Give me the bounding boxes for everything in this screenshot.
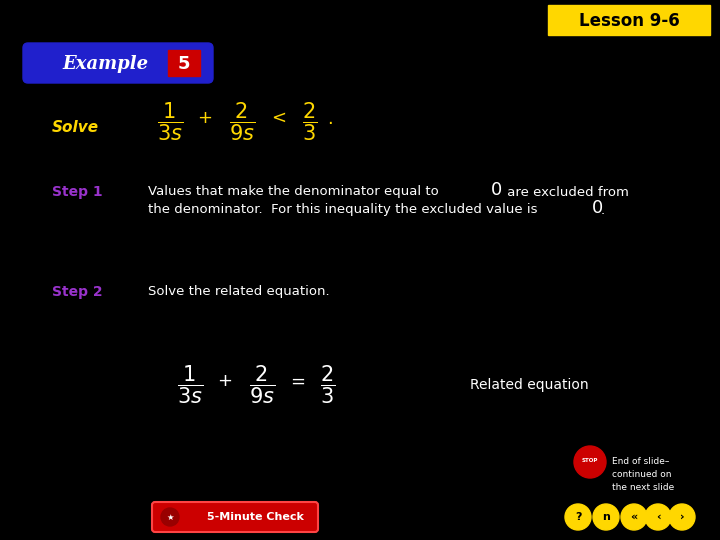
Text: $\dfrac{2}{3}$: $\dfrac{2}{3}$ — [302, 101, 318, 143]
Circle shape — [574, 446, 606, 478]
Text: Example: Example — [62, 55, 148, 73]
Text: Related equation: Related equation — [470, 378, 589, 392]
Circle shape — [161, 508, 179, 526]
Text: 5: 5 — [178, 55, 190, 73]
Text: $0$: $0$ — [591, 199, 603, 217]
Circle shape — [593, 504, 619, 530]
Circle shape — [669, 504, 695, 530]
FancyBboxPatch shape — [548, 5, 710, 35]
Text: .: . — [601, 204, 605, 217]
Text: $0$: $0$ — [490, 181, 502, 199]
Text: Values that make the denominator equal to: Values that make the denominator equal t… — [148, 186, 443, 199]
Text: $.$: $.$ — [327, 110, 333, 128]
FancyBboxPatch shape — [23, 43, 213, 83]
Text: $+$: $+$ — [197, 109, 212, 127]
Text: $<$: $<$ — [268, 109, 287, 127]
Text: $\dfrac{1}{3s}$: $\dfrac{1}{3s}$ — [177, 364, 203, 406]
Text: the denominator.  For this inequality the excluded value is: the denominator. For this inequality the… — [148, 204, 541, 217]
Text: n: n — [602, 512, 610, 522]
Text: End of slide–
continued on
the next slide: End of slide– continued on the next slid… — [612, 457, 674, 492]
Text: Lesson 9-6: Lesson 9-6 — [579, 12, 680, 30]
FancyBboxPatch shape — [168, 50, 200, 76]
Text: $\dfrac{2}{9s}$: $\dfrac{2}{9s}$ — [249, 364, 275, 406]
Text: $\dfrac{2}{9s}$: $\dfrac{2}{9s}$ — [229, 101, 255, 143]
Circle shape — [565, 504, 591, 530]
Circle shape — [621, 504, 647, 530]
Text: 5-Minute Check: 5-Minute Check — [207, 512, 303, 522]
Text: STOP: STOP — [582, 458, 598, 463]
Text: «: « — [631, 512, 638, 522]
Circle shape — [645, 504, 671, 530]
Text: $\dfrac{2}{3}$: $\dfrac{2}{3}$ — [320, 364, 336, 406]
Text: $=$: $=$ — [287, 372, 305, 390]
Text: $+$: $+$ — [217, 372, 233, 390]
Text: Step 1: Step 1 — [52, 185, 103, 199]
Text: $\dfrac{1}{3s}$: $\dfrac{1}{3s}$ — [157, 101, 183, 143]
Text: Solve the related equation.: Solve the related equation. — [148, 286, 330, 299]
Text: ‹: ‹ — [656, 512, 660, 522]
Text: are excluded from: are excluded from — [503, 186, 629, 199]
Text: ★: ★ — [166, 512, 174, 522]
FancyBboxPatch shape — [152, 502, 318, 532]
Text: Step 2: Step 2 — [52, 285, 103, 299]
Text: ›: › — [680, 512, 684, 522]
Text: Solve: Solve — [52, 120, 99, 136]
Text: ?: ? — [575, 512, 581, 522]
